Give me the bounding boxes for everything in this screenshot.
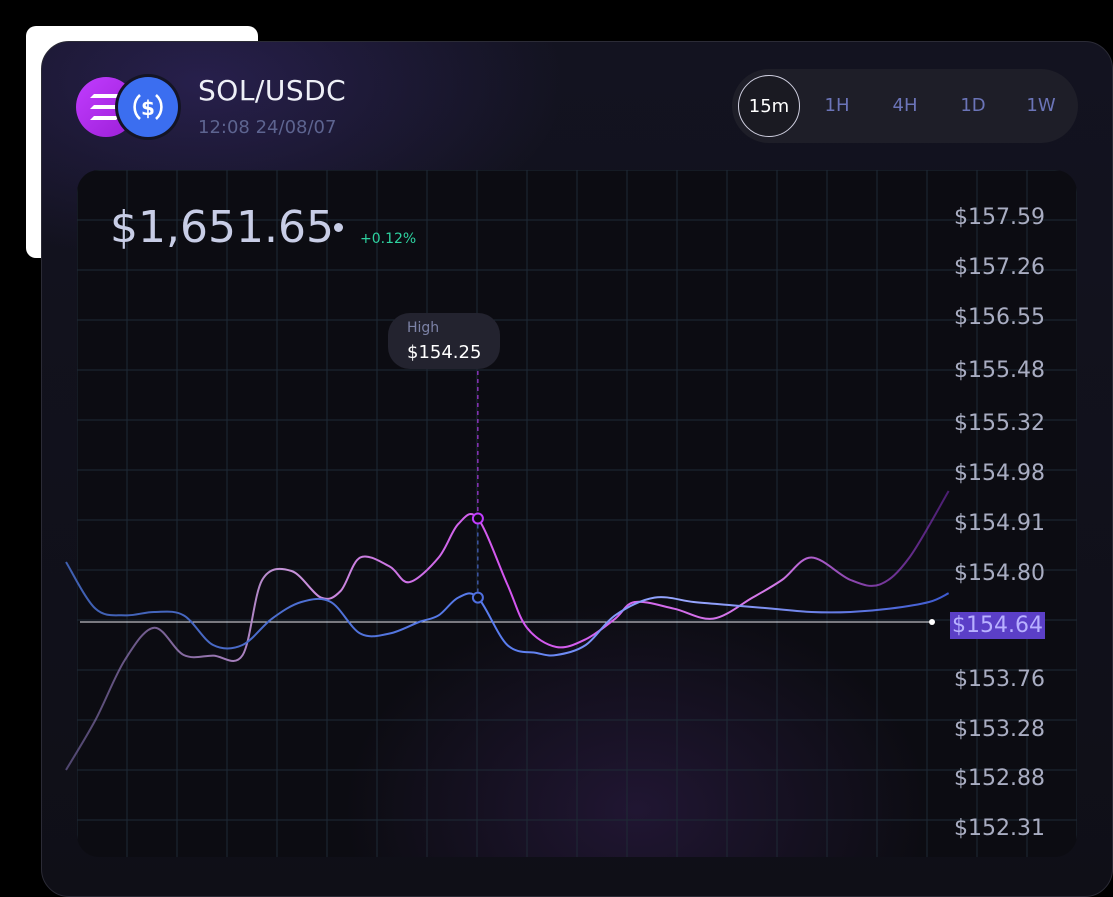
tab-1d[interactable]: 1D: [960, 95, 986, 116]
y-tick-label: $154.80: [954, 561, 1045, 586]
price-change: +0.12%: [360, 231, 417, 247]
tab-1h[interactable]: 1H: [824, 95, 850, 116]
y-tick-label: $152.31: [954, 816, 1045, 841]
y-tick-label: $157.59: [954, 205, 1045, 230]
y-tick-label: $152.88: [954, 766, 1045, 791]
y-tick-label: $157.26: [954, 255, 1045, 280]
timeframe-selector: 15m 1H 4H 1D 1W: [732, 69, 1078, 143]
y-tick-label: $156.55: [954, 305, 1045, 330]
price-dot: [334, 223, 343, 232]
svg-text:$: $: [141, 96, 155, 120]
tab-4h[interactable]: 4H: [892, 95, 918, 116]
tab-1w[interactable]: 1W: [1026, 95, 1056, 116]
y-tick-label: $153.28: [954, 717, 1045, 742]
pair-title: SOL/USDC: [198, 74, 347, 107]
tooltip-value: $154.25: [407, 342, 482, 363]
tab-15m[interactable]: 15m: [738, 75, 800, 137]
y-tick-label: $154.98: [954, 461, 1045, 486]
y-tick-label: $154.91: [954, 511, 1045, 536]
timestamp: 12:08 24/08/07: [198, 117, 337, 138]
y-tick-label: $155.32: [954, 411, 1045, 436]
high-tooltip: High $154.25: [388, 313, 500, 369]
usdc-dollar-icon: $: [118, 77, 178, 137]
chart-grid: [77, 170, 1077, 857]
tooltip-label: High: [407, 320, 440, 336]
y-tick-label: $153.76: [954, 667, 1045, 692]
current-price: $1,651.65: [110, 202, 334, 253]
chart-plot-area[interactable]: [77, 170, 1077, 857]
current-price-badge: $154.64: [950, 612, 1045, 639]
y-tick-label: $155.48: [954, 358, 1045, 383]
